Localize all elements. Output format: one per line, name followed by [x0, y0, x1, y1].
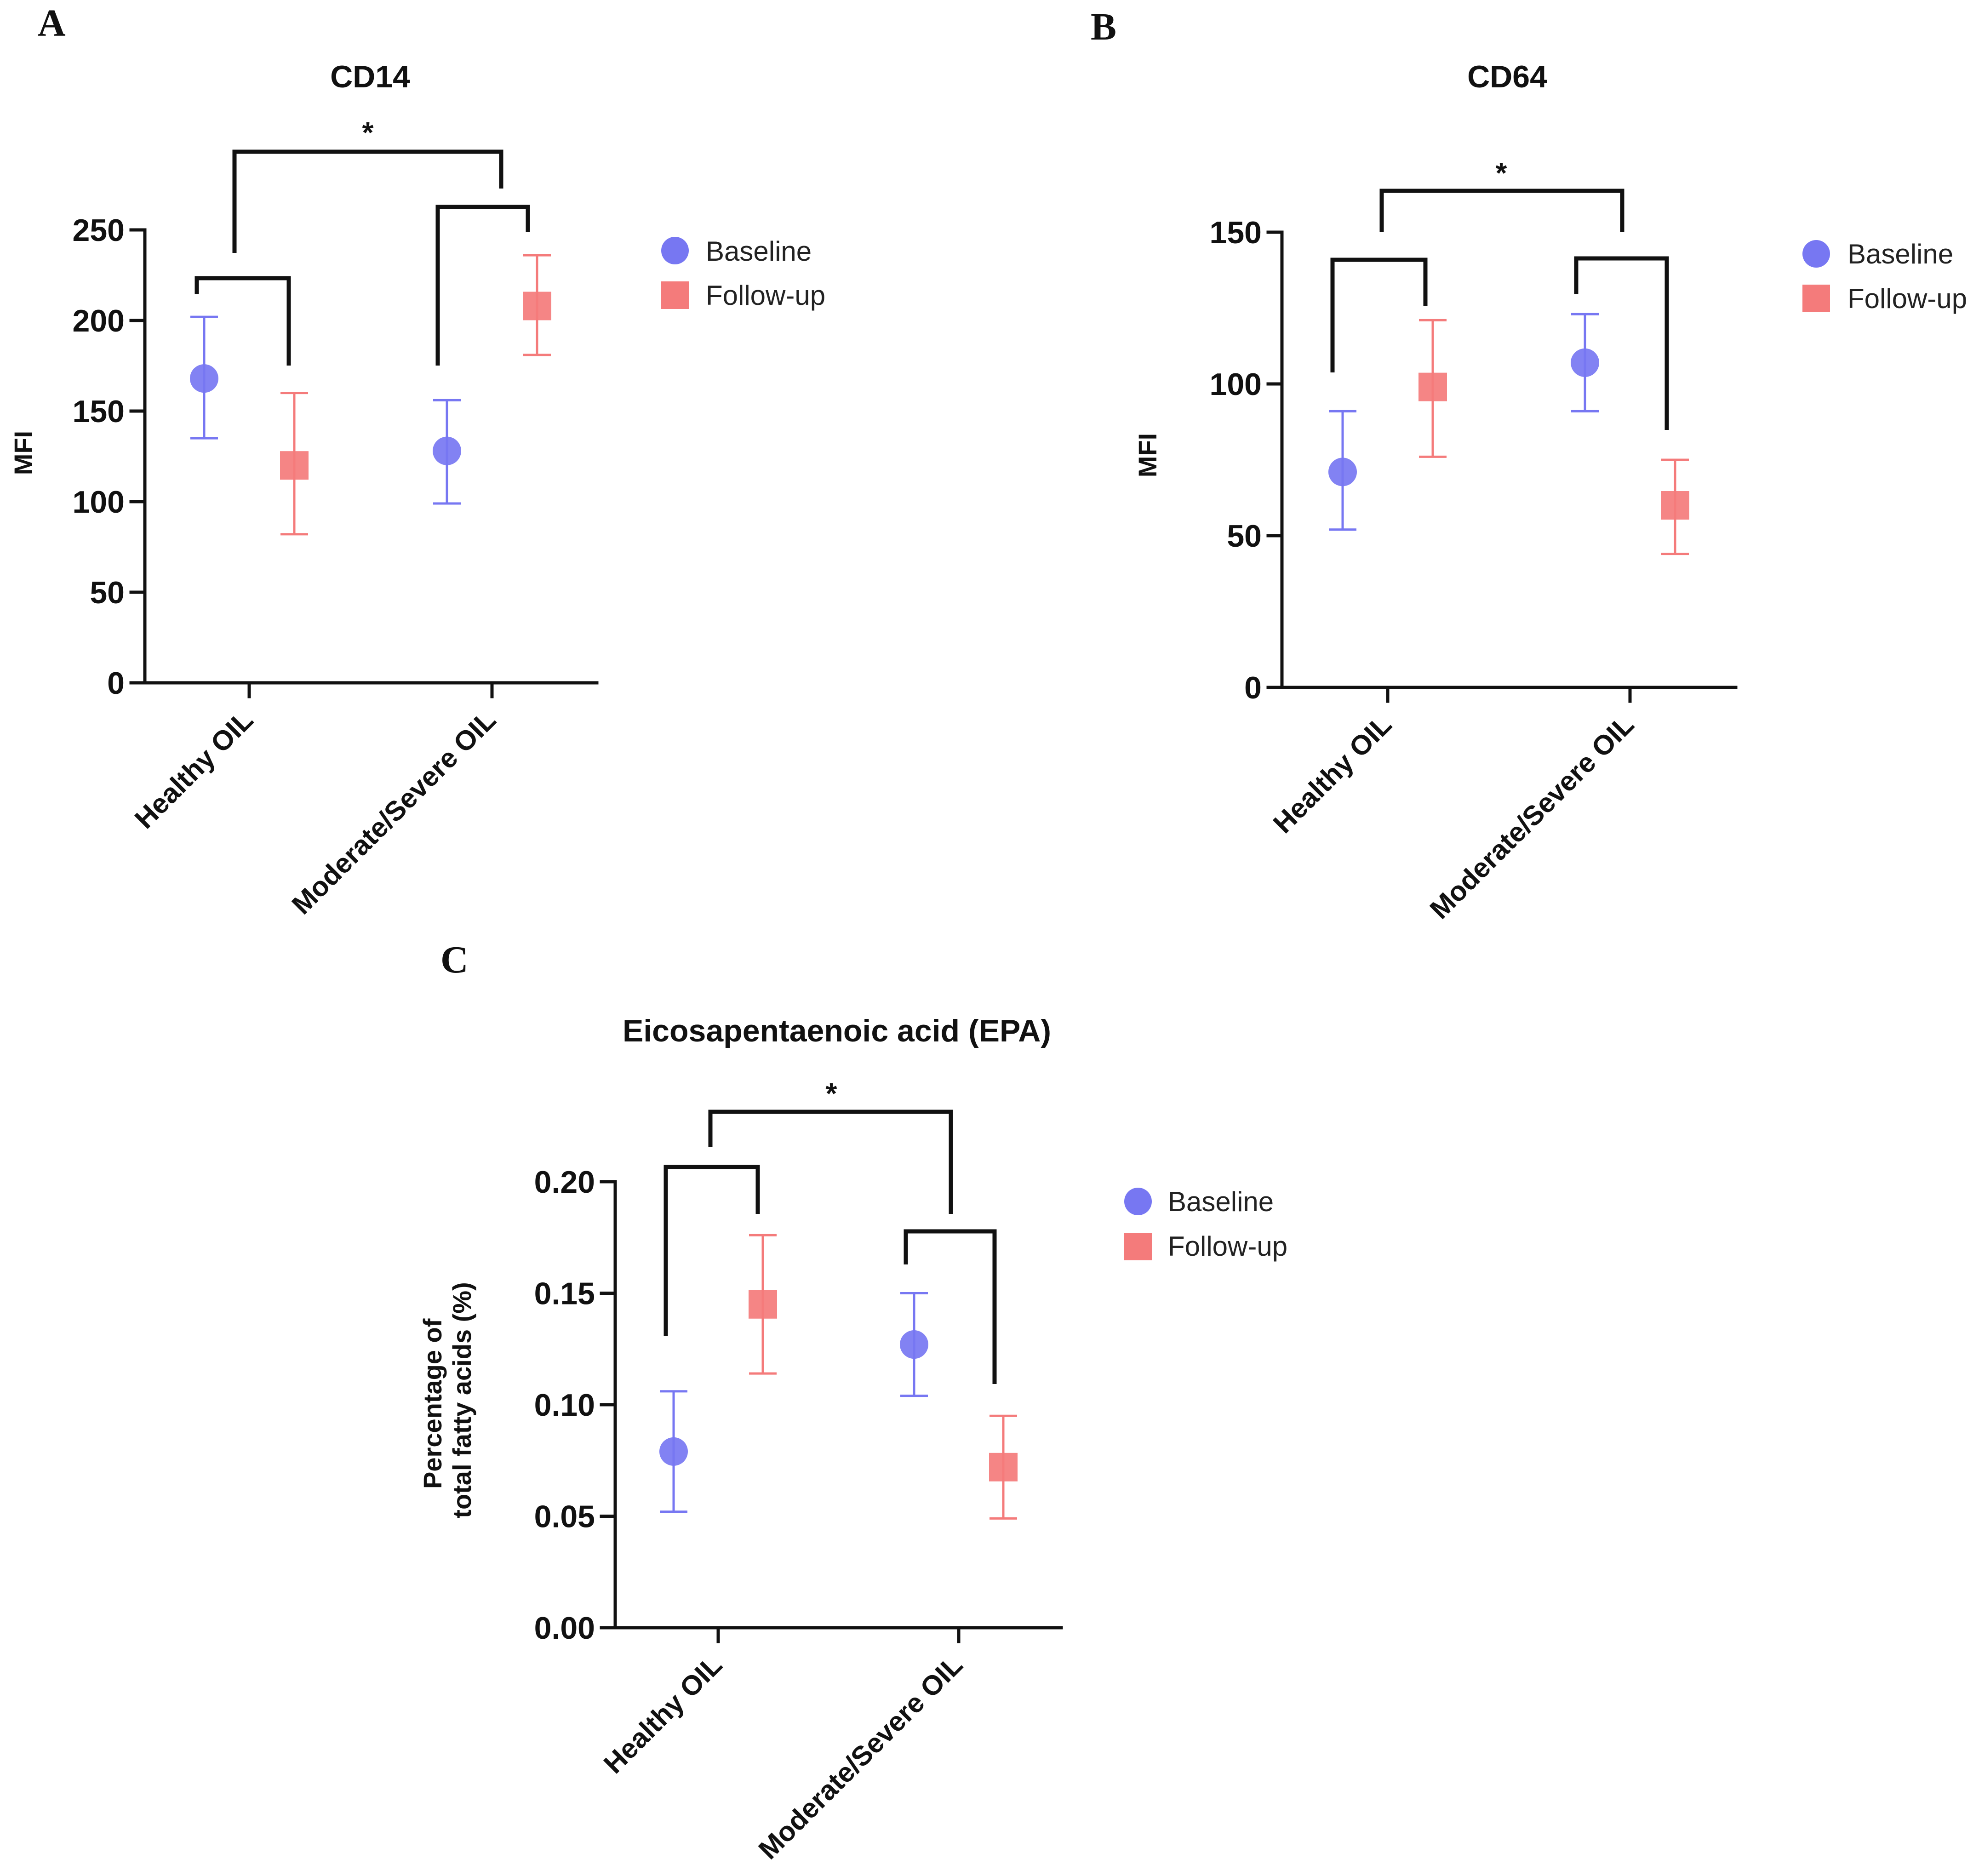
panel-c-bracket-healthy	[663, 1165, 760, 1336]
followup-point	[989, 1453, 1018, 1481]
panel-c-legend-followup-marker	[1124, 1233, 1152, 1260]
baseline-point	[1571, 348, 1599, 377]
x-category-label: Moderate/Severe OIL	[1424, 709, 1640, 925]
baseline-point	[900, 1330, 928, 1359]
y-tick-label: 250	[73, 213, 125, 248]
y-tick-label: 50	[1227, 519, 1262, 554]
panel-a-significance-star: *	[362, 116, 374, 149]
baseline-point	[659, 1437, 688, 1466]
panel-c-y-axis-label: Percentage of total fatty acids (%)	[418, 1282, 476, 1518]
panel-c-y-axis-label-line-1: Percentage of	[418, 1318, 447, 1489]
panel-a-plot: 0 50 100 150 200 250 Healthy OIL Moderate/Sever…	[73, 213, 599, 920]
panel-c-legend-followup-label: Follow-up	[1168, 1231, 1287, 1262]
x-category-label: Healthy OIL	[129, 704, 259, 835]
baseline-point	[1328, 458, 1357, 486]
panel-b-significance-star: *	[1496, 156, 1507, 189]
panel-a-title: CD14	[330, 59, 410, 94]
panel-a-legend-baseline-marker	[661, 237, 689, 264]
followup-point	[749, 1290, 777, 1319]
y-tick-label: 100	[73, 485, 125, 520]
panel-a-y-axis-label: MFI	[9, 431, 38, 475]
followup-point	[1418, 372, 1447, 401]
y-tick-label: 0.05	[534, 1499, 595, 1534]
panel-c-title: Eicosapentaenoic acid (EPA)	[623, 1013, 1051, 1048]
y-tick-label: 0	[107, 666, 125, 701]
panel-b-y-axis-label: MFI	[1133, 433, 1162, 477]
panel-a-bracket-healthy	[194, 276, 291, 366]
y-tick-label: 0.00	[534, 1611, 595, 1646]
panel-b: B CD64 MFI * 0 50 100 150 Healthy OIL Moderat…	[1091, 6, 1967, 925]
y-tick-label: 0.10	[534, 1388, 595, 1423]
followup-point	[1661, 491, 1689, 520]
x-category-label: Healthy OIL	[1267, 709, 1397, 839]
panel-a-legend-followup-label: Follow-up	[706, 280, 825, 311]
y-tick-label: 100	[1210, 367, 1262, 402]
panel-c-legend-baseline-marker	[1124, 1188, 1152, 1215]
baseline-point	[433, 436, 461, 465]
panel-c-significance-bracket-between-groups	[708, 1110, 953, 1214]
panel-b-bracket-moderate-severe	[1574, 256, 1669, 430]
panel-c-bracket-moderate-severe	[904, 1229, 997, 1384]
followup-point	[280, 451, 309, 480]
panel-a-letter: A	[38, 2, 66, 45]
panel-b-legend-baseline-label: Baseline	[1847, 239, 1953, 269]
y-tick-label: 150	[73, 394, 125, 429]
y-tick-label: 0.15	[534, 1276, 595, 1311]
panel-b-legend-followup-marker	[1802, 285, 1830, 312]
y-tick-label: 0.20	[534, 1165, 595, 1200]
x-category-label: Healthy OIL	[598, 1649, 728, 1779]
panel-a-legend-followup-marker	[661, 281, 689, 309]
y-tick-label: 50	[90, 575, 125, 610]
panel-b-letter: B	[1091, 6, 1116, 48]
panel-b-significance-bracket-between-groups	[1379, 189, 1624, 232]
followup-point	[523, 292, 551, 320]
panel-b-legend-baseline-marker	[1802, 240, 1830, 268]
panel-b-legend-followup-label: Follow-up	[1847, 283, 1967, 314]
y-tick-label: 150	[1210, 215, 1262, 250]
panel-a-legend-baseline-label: Baseline	[706, 236, 812, 267]
panel-a-significance-bracket-between-groups	[232, 149, 503, 253]
panel-a: A CD14 MFI * 0 50 100 150 200 250 Healthy OIL M…	[9, 2, 825, 920]
panel-b-plot: 0 50 100 150 Healthy OIL Moderate/Severe OIL	[1210, 215, 1738, 925]
panel-b-title: CD64	[1467, 59, 1547, 94]
y-tick-label: 200	[73, 303, 125, 338]
panel-c-plot: 0.00 0.05 0.10 0.15 0.20 Healthy OIL Moderate/…	[534, 1165, 1063, 1865]
panel-c-significance-star: *	[826, 1077, 837, 1110]
x-category-label: Moderate/Severe OIL	[753, 1649, 968, 1865]
baseline-point	[190, 364, 218, 393]
panel-a-bracket-moderate-severe	[435, 205, 530, 366]
panel-c: C Eicosapentaenoic acid (EPA) Percentage…	[418, 938, 1287, 1865]
panel-c-letter: C	[440, 938, 469, 981]
y-tick-label: 0	[1244, 670, 1262, 705]
x-category-label: Moderate/Severe OIL	[286, 704, 502, 920]
panel-c-legend-baseline-label: Baseline	[1168, 1186, 1274, 1217]
panel-b-bracket-healthy	[1330, 257, 1428, 372]
panel-c-y-axis-label-line-2: total fatty acids (%)	[447, 1282, 476, 1518]
